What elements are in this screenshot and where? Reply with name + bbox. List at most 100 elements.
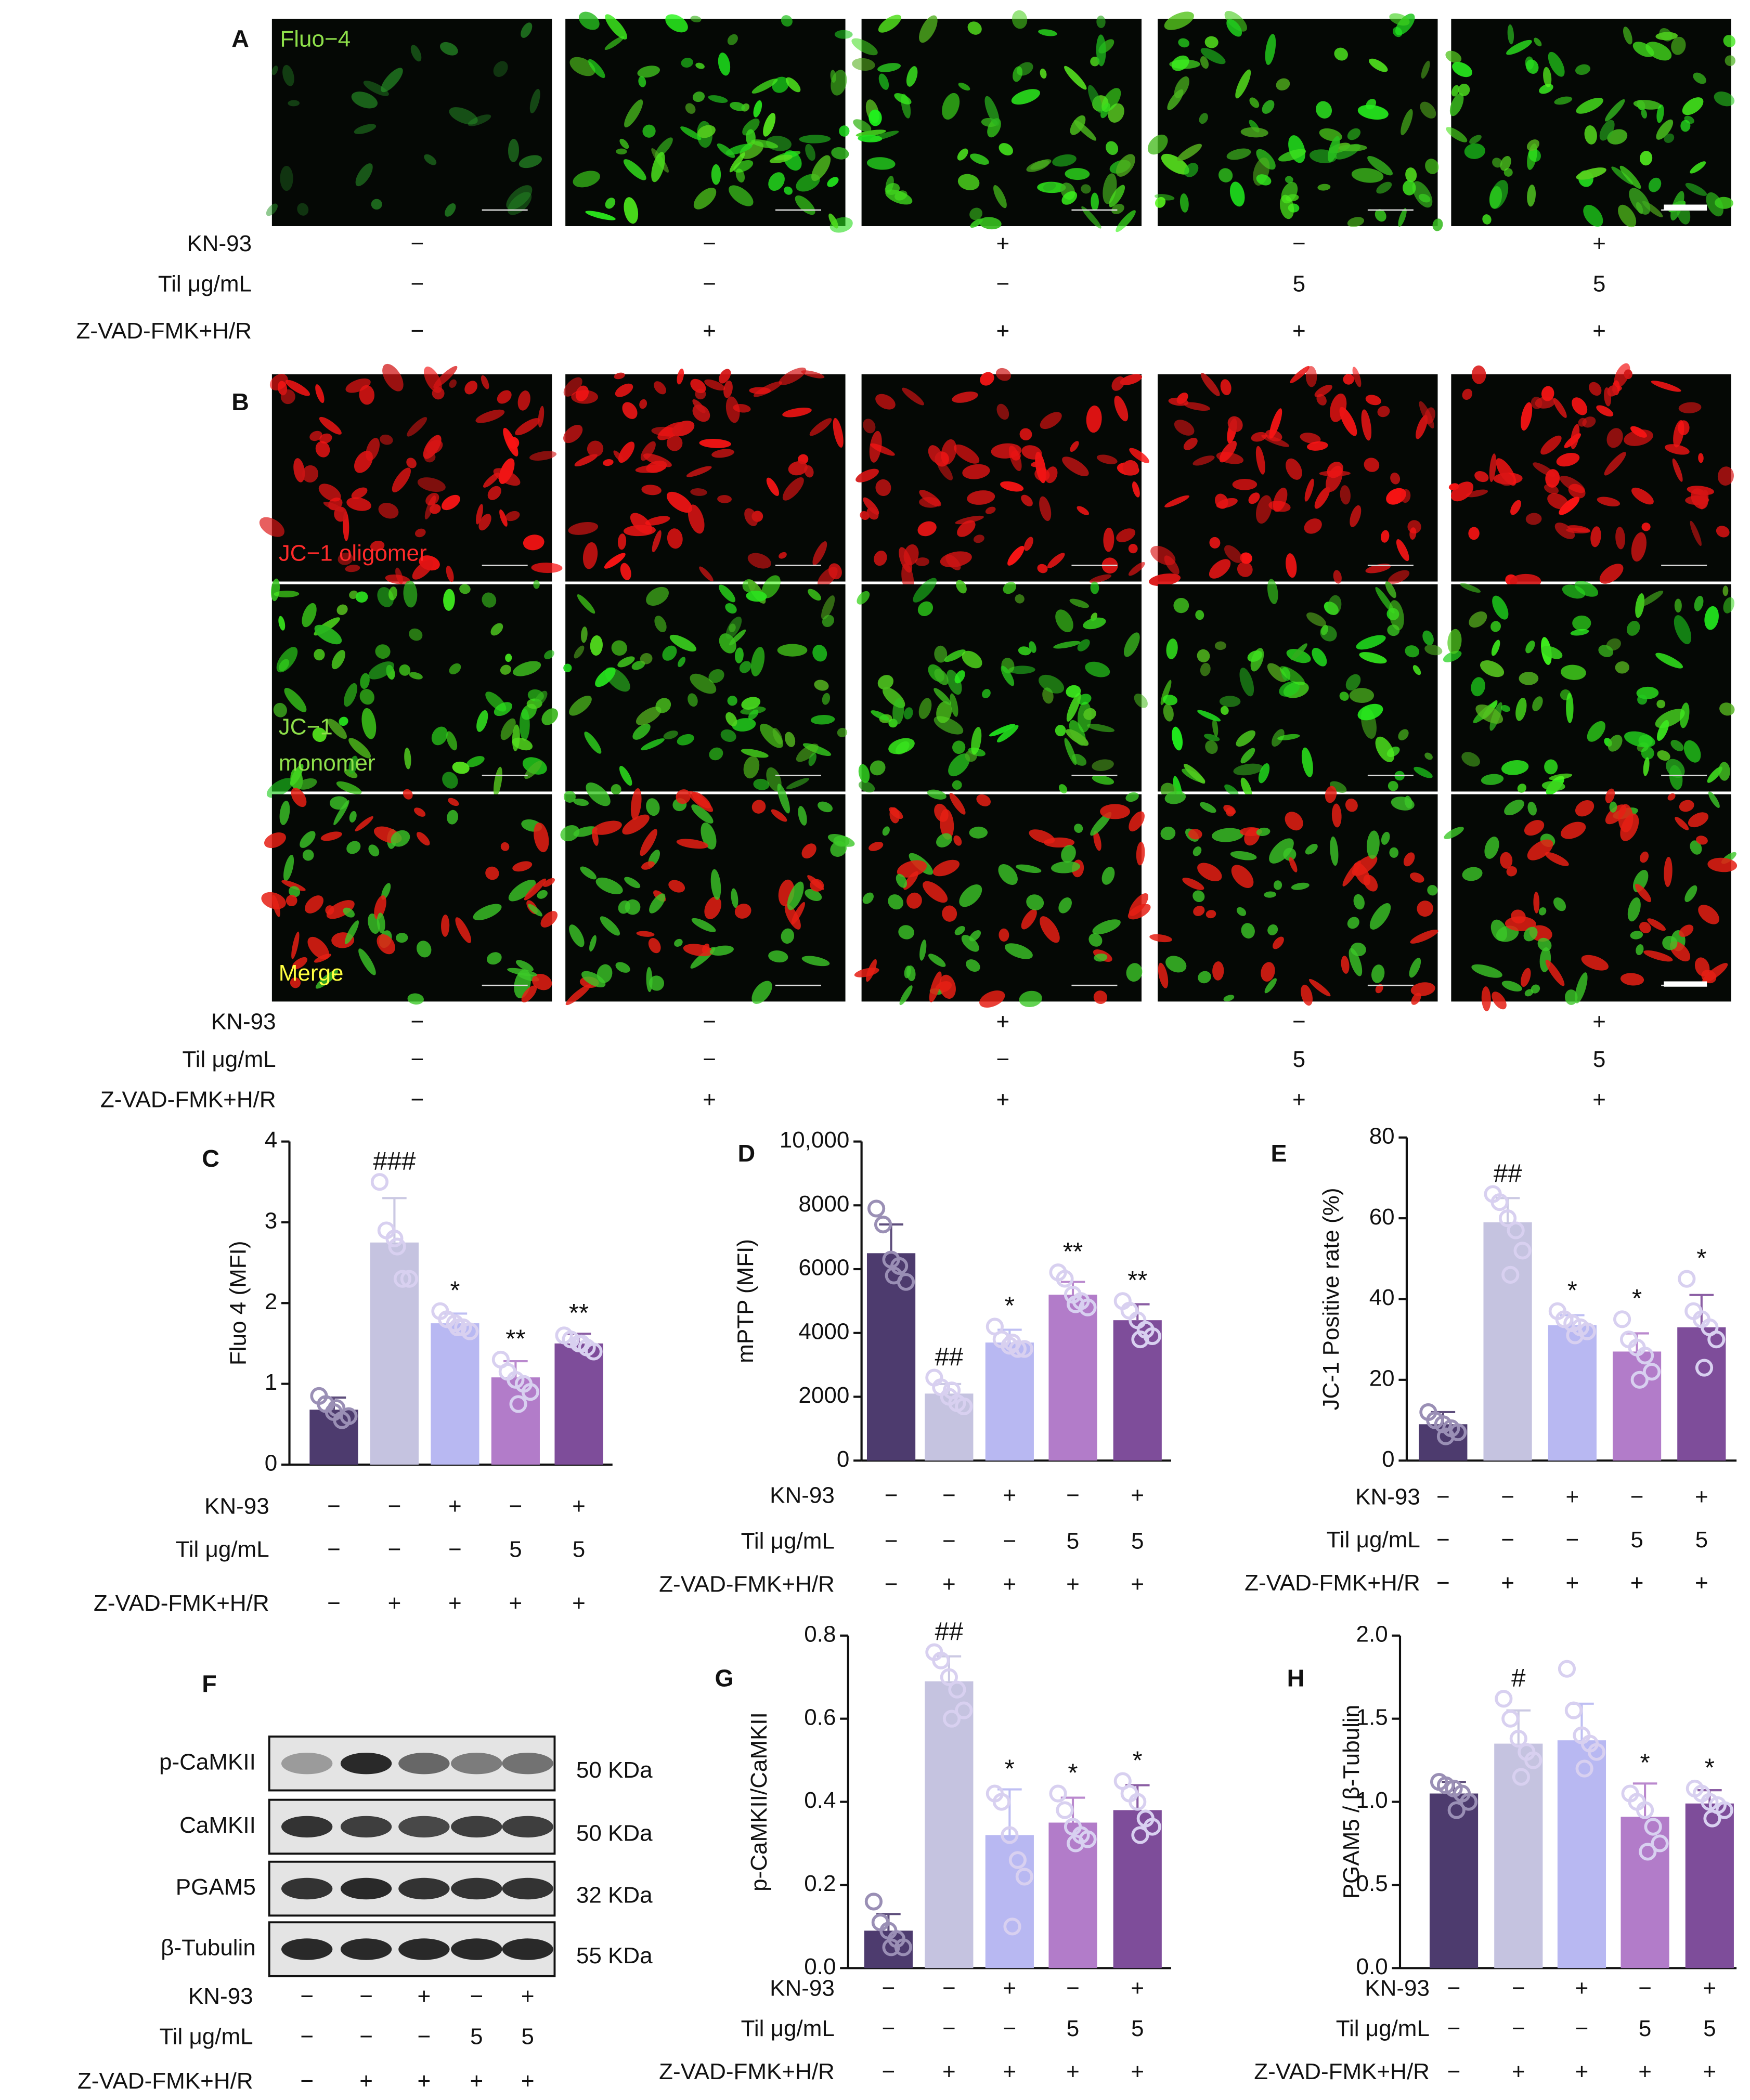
- cell: [782, 477, 804, 501]
- data-point: [1056, 1270, 1074, 1288]
- cell: [1352, 367, 1362, 387]
- cell: [1548, 51, 1565, 77]
- cell: [725, 712, 737, 727]
- cell: [318, 484, 341, 502]
- cell: [1388, 780, 1398, 791]
- cell: [692, 404, 710, 422]
- data-point: [1459, 1793, 1478, 1811]
- cell: [1369, 903, 1391, 930]
- cell: [690, 673, 717, 694]
- condition-value: −: [882, 2016, 896, 2041]
- condition-label: Til μg/mL: [1336, 2016, 1430, 2041]
- cell: [343, 907, 355, 918]
- cell: [896, 873, 908, 888]
- condition-value: 5: [1630, 1527, 1643, 1553]
- data-point: [1143, 1818, 1161, 1836]
- cell: [734, 647, 744, 663]
- cell: [586, 782, 611, 806]
- cell: [821, 595, 835, 620]
- cell: [1361, 409, 1372, 441]
- cell: [1607, 129, 1628, 145]
- cell: [569, 696, 592, 716]
- cell: [355, 591, 368, 603]
- cell: [936, 701, 952, 723]
- data-point: [1715, 1801, 1733, 1819]
- cell: [1636, 944, 1644, 956]
- cell: [954, 670, 965, 684]
- data-point: [1003, 1918, 1021, 1936]
- cell: [1147, 134, 1168, 155]
- cell: [807, 875, 824, 890]
- significance: **: [505, 1325, 525, 1353]
- cell: [1688, 812, 1709, 828]
- cell: [1471, 964, 1502, 978]
- cell: [1662, 935, 1678, 950]
- significance: #: [1511, 1664, 1526, 1692]
- cell: [1116, 210, 1136, 232]
- cell: [751, 79, 778, 94]
- cell: [1411, 993, 1421, 1005]
- condition-value: −: [1436, 1527, 1450, 1553]
- micrograph: [266, 578, 558, 798]
- cell: [616, 148, 627, 155]
- cell: [1590, 526, 1601, 547]
- blot-band: [281, 1753, 333, 1775]
- data-point: [955, 1701, 973, 1719]
- cell: [899, 985, 913, 1006]
- cell: [805, 144, 815, 161]
- cell: [1533, 462, 1555, 477]
- cell: [280, 389, 295, 405]
- cell: [1237, 562, 1253, 577]
- cell: [1533, 891, 1540, 914]
- cell: [917, 601, 934, 617]
- cell: [1300, 433, 1321, 444]
- condition-label: Til μg/mL: [158, 271, 252, 297]
- cell: [1447, 629, 1462, 654]
- condition-value: +: [418, 1984, 431, 2009]
- cell: [1092, 759, 1114, 771]
- cell: [971, 727, 982, 755]
- cell: [663, 731, 678, 739]
- cell: [936, 833, 952, 847]
- cell: [1381, 530, 1390, 543]
- cell: [822, 615, 834, 627]
- data-point: [882, 1938, 900, 1956]
- cell: [1417, 901, 1433, 917]
- cell: [805, 889, 822, 901]
- data-point: [1490, 1193, 1509, 1211]
- data-point: [1495, 1690, 1513, 1708]
- cell: [741, 749, 769, 758]
- cell: [1583, 204, 1603, 227]
- cell: [326, 900, 355, 919]
- condition-value: −: [1447, 2016, 1461, 2041]
- cell: [1164, 11, 1194, 30]
- cell: [1286, 458, 1302, 480]
- data-point: [874, 1216, 892, 1234]
- cell: [1381, 831, 1390, 845]
- cell: [323, 501, 344, 512]
- cell: [1524, 989, 1534, 997]
- cell: [1708, 791, 1720, 808]
- cell: [858, 781, 875, 793]
- condition-value: 5: [1293, 271, 1305, 297]
- cell: [646, 460, 667, 473]
- cell: [681, 58, 693, 68]
- cell: [1077, 639, 1090, 651]
- cell: [1101, 867, 1115, 885]
- cell: [1174, 420, 1195, 436]
- cell: [1122, 460, 1139, 476]
- data-point: [1067, 1834, 1085, 1853]
- cell: [1605, 788, 1615, 803]
- cell: [1484, 837, 1499, 859]
- cell: [1039, 674, 1065, 694]
- cell: [1061, 845, 1076, 863]
- cell: [967, 490, 995, 505]
- cell: [524, 878, 547, 901]
- cell: [1000, 481, 1024, 492]
- cell: [1026, 160, 1049, 172]
- cell: [1289, 857, 1298, 872]
- cell: [690, 16, 702, 22]
- cell: [1534, 37, 1542, 47]
- cell: [1021, 445, 1042, 460]
- cell: [574, 454, 598, 467]
